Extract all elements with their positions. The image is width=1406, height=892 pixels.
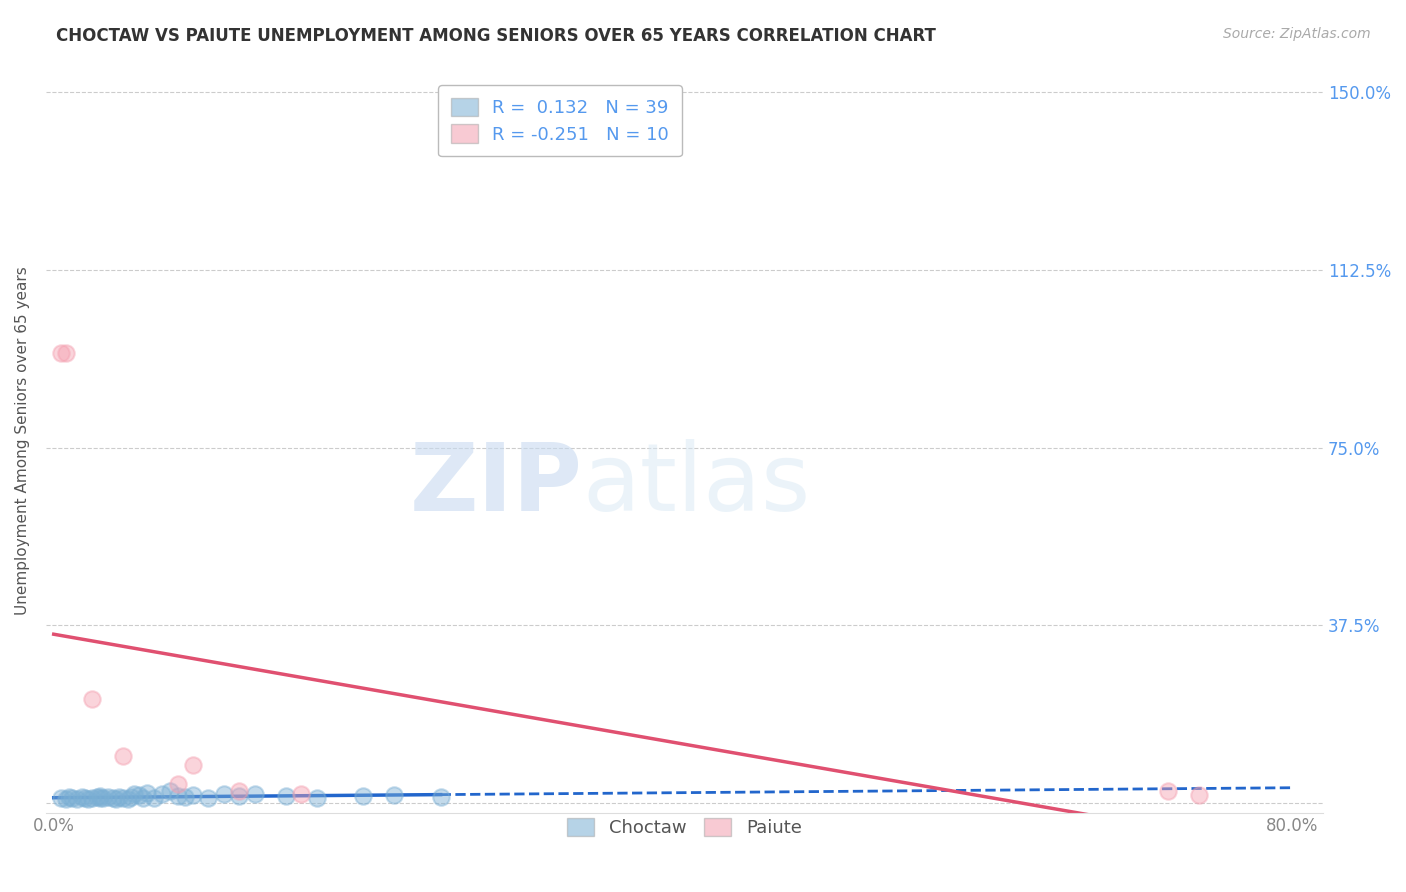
Point — [112, 748, 135, 763]
Point — [228, 789, 250, 803]
Point — [132, 791, 155, 805]
Point — [73, 791, 96, 805]
Point — [429, 790, 451, 805]
Text: atlas: atlas — [582, 439, 810, 532]
Text: CHOCTAW VS PAIUTE UNEMPLOYMENT AMONG SENIORS OVER 65 YEARS CORRELATION CHART: CHOCTAW VS PAIUTE UNEMPLOYMENT AMONG SEN… — [56, 27, 936, 45]
Point — [181, 788, 204, 802]
Legend: Choctaw, Paiute: Choctaw, Paiute — [560, 811, 808, 845]
Point — [89, 789, 111, 803]
Point — [1157, 784, 1180, 798]
Point — [122, 787, 145, 801]
Point — [51, 791, 73, 805]
Point — [159, 784, 181, 798]
Point — [228, 784, 250, 798]
Point — [212, 787, 235, 801]
Point — [197, 791, 219, 805]
Point — [82, 691, 104, 706]
Y-axis label: Unemployment Among Seniors over 65 years: Unemployment Among Seniors over 65 years — [15, 266, 30, 615]
Point — [1188, 788, 1211, 802]
Point — [305, 791, 328, 805]
Point — [55, 792, 77, 806]
Point — [135, 786, 157, 800]
Point — [101, 791, 124, 805]
Point — [86, 790, 108, 805]
Point — [174, 790, 197, 805]
Point — [290, 787, 312, 801]
Point — [352, 789, 374, 803]
Point — [91, 791, 114, 805]
Point — [274, 789, 297, 803]
Point — [89, 791, 111, 805]
Point — [382, 788, 405, 802]
Point — [150, 787, 173, 801]
Point — [166, 777, 188, 791]
Point — [104, 792, 127, 806]
Point — [166, 789, 188, 803]
Point — [128, 788, 150, 802]
Point — [70, 790, 93, 805]
Point — [243, 787, 266, 801]
Point — [181, 758, 204, 772]
Point — [107, 790, 129, 805]
Point — [55, 346, 77, 360]
Point — [117, 792, 139, 806]
Text: Source: ZipAtlas.com: Source: ZipAtlas.com — [1223, 27, 1371, 41]
Point — [82, 791, 104, 805]
Point — [51, 346, 73, 360]
Text: ZIP: ZIP — [409, 439, 582, 532]
Point — [58, 790, 80, 805]
Point — [76, 792, 98, 806]
Point — [97, 790, 120, 805]
Point — [66, 792, 89, 806]
Point — [60, 791, 83, 805]
Point — [112, 791, 135, 805]
Point — [120, 790, 142, 805]
Point — [143, 791, 166, 805]
